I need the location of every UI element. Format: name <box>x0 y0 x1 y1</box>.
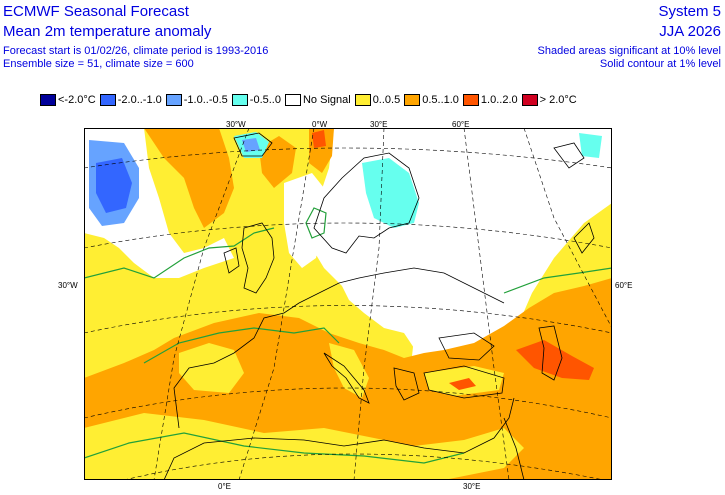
graticule <box>84 128 612 480</box>
coast-black-sea <box>438 332 495 361</box>
anomaly-minus-1-0.5-iceland <box>242 138 260 152</box>
parallel-50 <box>84 305 612 334</box>
legend-item: -2.0..-1.0 <box>99 93 162 107</box>
contour-norway <box>305 207 327 239</box>
header-system: System 5 <box>658 3 721 20</box>
coast-novaya-zemlya <box>573 222 595 254</box>
header-subtitle: Mean 2m temperature anomaly <box>3 23 212 40</box>
legend-swatch <box>165 94 182 106</box>
contour-mid <box>143 327 340 364</box>
coast-greece <box>393 367 420 401</box>
coord-right-60e: 60°E <box>615 281 633 290</box>
yellow-north-africa <box>84 413 524 480</box>
legend-item: 0..0.5 <box>354 93 401 107</box>
coast-scandinavia <box>313 152 420 254</box>
meridian-30e <box>353 128 385 480</box>
no-signal-north-sea <box>284 173 324 268</box>
header-contour-note: Solid contour at 1% level <box>599 58 721 70</box>
legend-label: <-2.0°C <box>58 94 96 106</box>
map-frame <box>84 128 612 480</box>
legend-item: -0.5..0 <box>231 93 281 107</box>
parallel-70 <box>84 147 612 169</box>
legend-label: No Signal <box>302 94 351 106</box>
coast-ireland <box>223 247 240 274</box>
coast-north-africa <box>163 397 515 480</box>
legend-item: > 2.0°C <box>521 93 577 107</box>
parallel-40 <box>84 387 612 419</box>
legend-label: -2.0..-1.0 <box>117 94 162 106</box>
contour-south <box>84 432 465 464</box>
legend-swatch <box>284 94 301 106</box>
anomaly-1-2-caspian <box>516 340 594 380</box>
contour-east <box>503 267 612 294</box>
meridian-30w <box>153 128 250 480</box>
coast-svalbard <box>553 142 585 169</box>
header-season: JJA 2026 <box>659 23 721 40</box>
coast-turkey <box>423 365 505 399</box>
legend: <-2.0°C -2.0..-1.0 -1.0..-0.5 -0.5..0 No Sig… <box>40 93 577 107</box>
legend-label: -1.0..-0.5 <box>183 94 228 106</box>
coord-top-30e: 30°E <box>370 120 388 129</box>
yellow-iberia <box>179 343 244 393</box>
parallel-60 <box>84 222 612 249</box>
legend-swatch <box>521 94 538 106</box>
legend-swatch <box>404 94 421 106</box>
coord-top-60e: 60°E <box>452 120 470 129</box>
header-forecast-info: Forecast start is 01/02/26, climate peri… <box>3 45 269 57</box>
coastlines <box>163 132 595 480</box>
legend-item: -1.0..-0.5 <box>165 93 228 107</box>
legend-swatch <box>40 94 56 106</box>
header-significance-note: Shaded areas significant at 10% level <box>537 45 721 57</box>
anomaly-1-2-norway-sea <box>312 130 326 148</box>
coord-bottom-0e: 0°E <box>218 482 231 491</box>
meridian-0 <box>238 128 315 480</box>
legend-label: > 2.0°C <box>539 94 577 106</box>
anomaly-minus-0.5-0-northeast <box>579 133 602 158</box>
coord-bottom-30e: 30°E <box>463 482 481 491</box>
anomaly-map <box>84 128 612 480</box>
legend-label: 0.5..1.0 <box>422 94 459 106</box>
coord-top-0w: 0°W <box>312 120 328 129</box>
parallel-30 <box>123 453 605 480</box>
coord-left-30w: 30°W <box>58 281 78 290</box>
legend-label: 1.0..2.0 <box>480 94 518 106</box>
anomaly-minus-1-0.5-greenland <box>96 158 132 213</box>
coast-italy <box>323 352 370 404</box>
header-title: ECMWF Seasonal Forecast <box>3 3 189 20</box>
contour-north <box>84 227 275 279</box>
coord-top-30w: 30°W <box>226 120 246 129</box>
legend-item: 1.0..2.0 <box>462 93 518 107</box>
anomaly-minus-0.5-0-scandinavia <box>362 158 419 228</box>
legend-swatch <box>99 94 116 106</box>
legend-item: 0.5..1.0 <box>404 93 459 107</box>
coast-red-sea <box>503 417 525 480</box>
legend-swatch <box>462 94 479 106</box>
legend-swatch <box>231 94 248 106</box>
coast-europe <box>173 267 505 429</box>
anomaly-1-2-turkey <box>449 378 476 390</box>
header-ensemble-info: Ensemble size = 51, climate size = 600 <box>3 58 194 70</box>
significance-contours <box>84 207 612 464</box>
legend-swatch <box>354 94 371 106</box>
legend-item: <-2.0°C <box>40 93 96 107</box>
coast-uk <box>241 222 275 294</box>
coast-caspian <box>538 325 563 381</box>
legend-item: No Signal <box>284 93 351 107</box>
legend-label: -0.5..0 <box>249 94 281 106</box>
legend-label: 0..0.5 <box>372 94 401 106</box>
